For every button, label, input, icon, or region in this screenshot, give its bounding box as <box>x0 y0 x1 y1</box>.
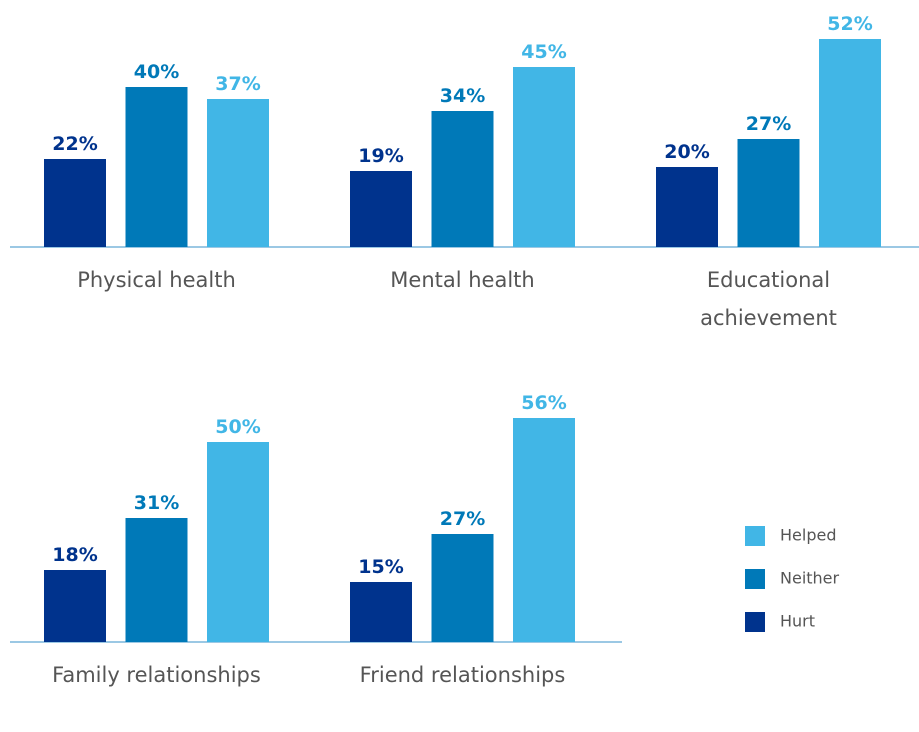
legend-label: Hurt <box>780 612 815 631</box>
category-label: Educational achievement <box>700 268 837 330</box>
value-label: 34% <box>440 85 485 107</box>
bar <box>431 534 494 642</box>
bar <box>737 139 800 247</box>
value-label: 27% <box>440 508 485 530</box>
bar <box>656 167 718 247</box>
legend-swatch <box>745 526 765 546</box>
bar <box>350 171 412 247</box>
legend-swatch <box>745 612 765 632</box>
bar <box>207 99 269 247</box>
bar <box>125 87 188 247</box>
bar <box>207 442 269 642</box>
value-label: 18% <box>52 544 97 566</box>
category-label: Mental health <box>390 268 535 292</box>
value-label: 20% <box>664 141 709 163</box>
bar <box>125 518 188 642</box>
legend-swatch <box>745 569 765 589</box>
value-label: 56% <box>521 392 566 414</box>
bar <box>513 67 575 247</box>
value-label: 15% <box>358 556 403 578</box>
category-label: Friend relationships <box>359 663 566 687</box>
value-label: 45% <box>521 41 566 63</box>
value-label: 50% <box>215 416 260 438</box>
value-label: 40% <box>134 61 179 83</box>
value-label: 22% <box>52 133 97 155</box>
bar <box>513 418 575 642</box>
value-label: 31% <box>134 492 179 514</box>
bar <box>431 111 494 247</box>
value-label: 37% <box>215 73 260 95</box>
value-label: 27% <box>746 113 791 135</box>
value-label: 19% <box>358 145 403 167</box>
category-label: Family relationships <box>52 663 261 687</box>
legend-label: Helped <box>780 526 836 545</box>
bar <box>819 39 881 247</box>
bar <box>44 570 106 642</box>
value-label: 52% <box>827 13 872 35</box>
bar <box>350 582 412 642</box>
legend-label: Neither <box>780 569 840 588</box>
category-label: Physical health <box>77 268 236 292</box>
bar <box>44 159 106 247</box>
